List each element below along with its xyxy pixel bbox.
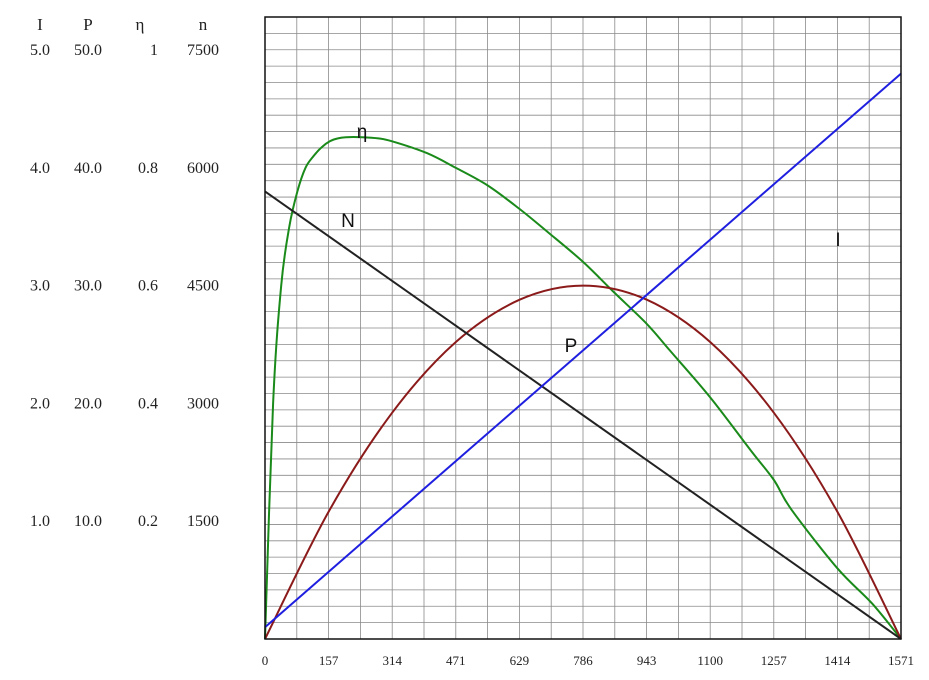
y-tick-label: 1.0 xyxy=(30,513,50,530)
y-tick-label: 0.2 xyxy=(138,513,158,530)
y-tick-label: 20.0 xyxy=(74,395,102,412)
y-tick-label: 4.0 xyxy=(30,160,50,177)
x-axis-tick-labels: 0 157 314 471 629 786 943 1100 1257 1414 1571 xyxy=(262,653,914,668)
plot-frame xyxy=(264,16,902,640)
y-tick-label: 0.6 xyxy=(138,278,158,295)
x-tick-label: 0 xyxy=(262,653,269,668)
axis-header-3: η xyxy=(136,15,145,34)
x-tick-label: 786 xyxy=(573,653,593,668)
x-tick-label: 629 xyxy=(510,653,530,668)
y-tick-label: 3000 xyxy=(187,395,219,412)
y-tick-label: 6000 xyxy=(187,160,219,177)
curve-labels: η P N I xyxy=(341,122,841,357)
y-tick-label: 7500 xyxy=(187,42,219,59)
x-tick-label: 943 xyxy=(637,653,657,668)
y-tick-label: 2.0 xyxy=(30,395,50,412)
y-tick-label: 4500 xyxy=(187,278,219,295)
series-label-3: N xyxy=(341,211,355,232)
y-tick-label: 10.0 xyxy=(74,513,102,530)
curves xyxy=(264,72,902,640)
series-label-1: η xyxy=(357,122,368,143)
y-tick-label: 30.0 xyxy=(74,278,102,295)
y-tick-label: 1 xyxy=(150,42,158,59)
series-line-2 xyxy=(264,284,902,640)
x-tick-label: 471 xyxy=(446,653,466,668)
axis-header-4: n xyxy=(199,15,208,34)
axis-header-2: P xyxy=(83,15,92,34)
series-label-2: P xyxy=(565,336,578,357)
series-line-1 xyxy=(264,136,902,640)
y-tick-label: 0.8 xyxy=(138,160,158,177)
x-tick-label: 314 xyxy=(382,653,402,668)
series-line-3 xyxy=(264,190,902,640)
y-tick-label: 1500 xyxy=(187,513,219,530)
y-tick-label: 50.0 xyxy=(74,42,102,59)
x-tick-label: 1257 xyxy=(761,653,788,668)
series-label-4: I xyxy=(835,230,840,251)
series-line-4 xyxy=(264,72,902,628)
y-tick-label: 0.4 xyxy=(138,395,158,412)
x-tick-label: 1414 xyxy=(824,653,851,668)
axis-header-1: I xyxy=(37,15,43,34)
x-tick-label: 1100 xyxy=(697,653,723,668)
y-tick-label: 5.0 xyxy=(30,42,50,59)
y-tick-label: 3.0 xyxy=(30,278,50,295)
plot-grid xyxy=(265,17,901,639)
x-tick-label: 1571 xyxy=(888,653,914,668)
x-tick-label: 157 xyxy=(319,653,339,668)
y-axis-tick-labels: 1.0 2.0 3.0 4.0 5.0 10.0 20.0 30.0 40.0 50.0 0.2 0.… xyxy=(30,42,219,530)
y-tick-label: 40.0 xyxy=(74,160,102,177)
